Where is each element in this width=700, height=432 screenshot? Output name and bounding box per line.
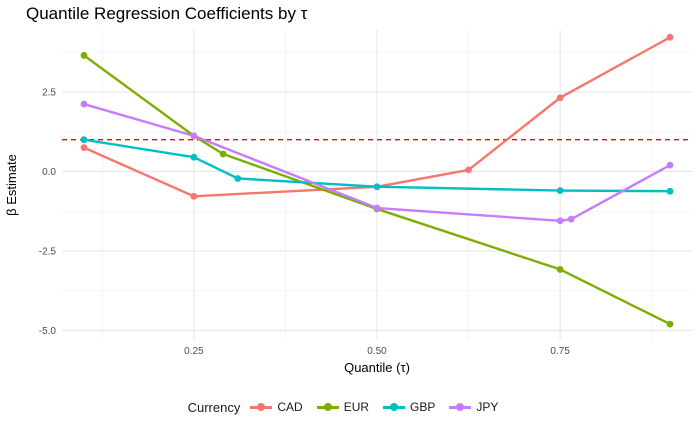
data-point-eur <box>556 266 564 273</box>
series-line-cad <box>83 36 671 198</box>
y-tick-label: 2.5 <box>42 88 56 99</box>
series-gbp <box>80 136 674 195</box>
legend-item-eur: EUR <box>316 400 370 414</box>
legend-key-jpy <box>449 401 472 413</box>
series-jpy <box>80 100 674 225</box>
legend-key-point <box>390 403 399 411</box>
data-point-cad <box>666 33 674 41</box>
legend-item-jpy: JPY <box>449 400 498 414</box>
y-tick-label: -2.5 <box>39 246 57 257</box>
y-tick-label: 0.0 <box>42 167 56 178</box>
chart-title: Quantile Regression Coefficients by τ <box>26 4 308 23</box>
legend-item-gbp: GBP <box>383 400 435 414</box>
data-point-cad <box>80 144 88 152</box>
data-point-gbp <box>373 183 381 191</box>
data-point-jpy <box>556 217 564 225</box>
series-line-gbp <box>83 138 671 193</box>
legend-key-eur <box>316 401 339 413</box>
data-point-jpy <box>567 215 575 223</box>
series-line-jpy <box>83 102 671 222</box>
legend-title: Currency <box>187 399 241 415</box>
legend: Currency CAD EUR GBP JPY <box>0 396 700 418</box>
y-axis-title: β Estimate <box>4 154 19 216</box>
data-point-eur <box>666 320 674 328</box>
data-point-cad <box>190 192 198 200</box>
legend-key-gbp <box>383 401 406 413</box>
legend-label: EUR <box>343 400 370 414</box>
legend-items: CAD EUR GBP JPY <box>250 400 512 414</box>
data-point-jpy <box>666 161 674 169</box>
x-axis-title: Quantile (τ) <box>344 360 410 375</box>
x-tick-label: 0.25 <box>184 346 204 357</box>
data-point-jpy <box>190 132 198 140</box>
data-point-cad <box>465 166 472 174</box>
legend-label: GBP <box>410 400 436 414</box>
data-point-jpy <box>80 100 88 108</box>
data-point-eur <box>80 52 88 59</box>
legend-label: JPY <box>476 400 499 414</box>
data-point-jpy <box>373 204 381 212</box>
x-tick-label: 0.75 <box>550 346 570 357</box>
series-group <box>80 33 674 328</box>
tick-labels: 0.25 0.50 0.75 -5.0 -2.5 0.0 2.5 <box>39 88 571 358</box>
legend-key-point <box>456 403 465 411</box>
data-point-gbp <box>556 187 564 194</box>
legend-label: CAD <box>277 400 303 414</box>
x-tick-label: 0.50 <box>367 346 387 357</box>
y-tick-label: -5.0 <box>39 326 57 337</box>
data-point-gbp <box>80 136 88 144</box>
legend-key-point <box>323 403 332 411</box>
legend-item-cad: CAD <box>250 400 303 414</box>
data-point-eur <box>219 150 227 158</box>
data-point-gbp <box>190 153 198 161</box>
legend-key-cad <box>250 401 273 413</box>
data-point-gbp <box>666 187 674 195</box>
legend-key-point <box>257 403 266 411</box>
data-point-gbp <box>234 175 242 182</box>
data-point-cad <box>556 94 564 102</box>
